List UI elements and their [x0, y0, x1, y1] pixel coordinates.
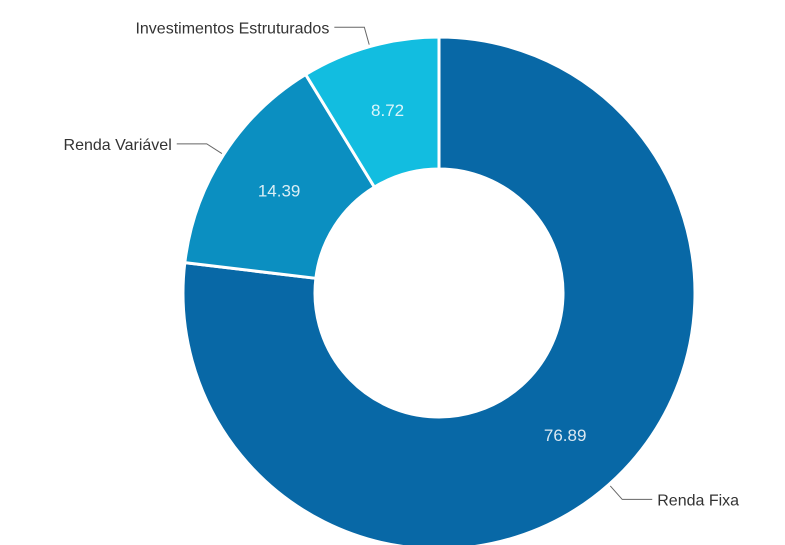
- leader-lines: [176, 26, 653, 500]
- value-label-renda-fixa: 76.89: [544, 426, 587, 445]
- slices: [181, 35, 697, 545]
- category-label-renda-variavel: Renda Variável: [64, 137, 172, 154]
- leader-line-renda-variavel: [176, 143, 223, 155]
- slice-investimentos-estruturados[interactable]: [304, 35, 441, 189]
- leader-line-investimentos-estruturados: [334, 26, 370, 45]
- labels: 76.89 Renda Fixa 14.39 Renda Variável 8.72 In…: [64, 20, 740, 509]
- value-label-renda-variavel: 14.39: [258, 181, 301, 200]
- leader-line-renda-fixa: [609, 485, 653, 500]
- category-label-renda-fixa: Renda Fixa: [657, 492, 739, 509]
- slice-renda-fixa[interactable]: [181, 35, 697, 545]
- value-label-investimentos-estruturados: 8.72: [371, 101, 404, 120]
- slice-renda-variavel[interactable]: [183, 72, 376, 280]
- category-label-investimentos-estruturados: Investimentos Estruturados: [135, 20, 329, 37]
